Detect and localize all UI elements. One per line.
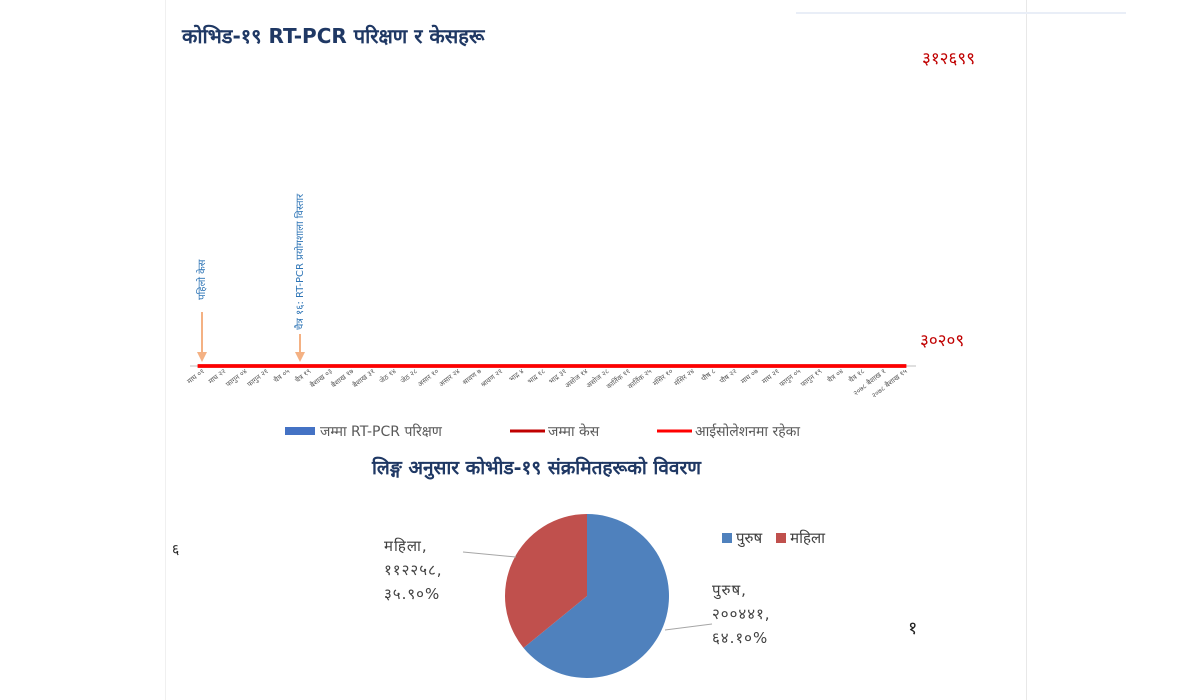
pie-label-female: महिला, ११२२५८, ३५.९०%	[384, 534, 443, 606]
x-tick-label: माघ ०१	[186, 367, 206, 385]
legend-label-isolation: आईसोलेशनमा रहेका	[695, 423, 800, 440]
x-tick-label: फागुन २१	[246, 367, 270, 388]
pie-legend-item-female: महिला	[776, 528, 825, 548]
isolation-end-label: ३०२०९	[920, 331, 964, 351]
male-percent: ६४.१०%	[712, 629, 769, 647]
x-tick-label: श्रावण २१	[479, 367, 504, 389]
pie-legend-label-male: पुरुष	[736, 529, 763, 547]
female-percent: ३५.९०%	[384, 585, 441, 603]
x-tick-label: चैत्र ०५	[272, 366, 292, 384]
male-name: पुरुष,	[712, 581, 747, 599]
pie-legend: पुरुष महिला	[722, 528, 825, 548]
x-tick-label: फागुन ०४	[224, 367, 249, 389]
chart-legend: जम्मा RT-PCR परिक्षण जम्मा केस आईसोलेशनम…	[285, 423, 800, 440]
x-tick-label: जेठ १४	[377, 366, 398, 385]
legend-label-total-cases: जम्मा केस	[548, 423, 600, 440]
legend-swatch-tests	[285, 427, 315, 435]
x-tick-label: पौष २२	[718, 366, 739, 385]
total-cases-end-label: ३१२६९९	[922, 49, 975, 69]
x-tick-label: माघ ०७	[739, 367, 760, 386]
x-tick-label: पौष ८	[699, 366, 717, 383]
pie-legend-swatch-male	[722, 533, 732, 543]
combo-chart: माघ ०१ माघ २२फागुन ०४फागुन २१ चैत्र ०५ चैत्…	[186, 49, 975, 440]
x-tick-label: असार २४	[438, 367, 462, 388]
x-tick-label: भाद्र ४	[508, 367, 526, 384]
female-name: महिला,	[384, 537, 428, 555]
x-tick-label: बैशाख ३१	[351, 366, 377, 389]
x-tick-label: चैत्र ०४	[825, 366, 845, 384]
lab-expansion-annotation: चैत्र १६: RT-PCR प्रयोगशाला विस्तार	[294, 193, 306, 330]
slide-number: १	[908, 618, 918, 639]
lab-expansion-arrowhead	[295, 352, 305, 362]
stray-mark: ६	[172, 542, 180, 558]
first-case-annotation: पहिलो केस	[196, 259, 208, 300]
divider	[796, 12, 1126, 14]
male-count: २००४४१,	[712, 605, 771, 623]
x-tick-label: मंसिर २४	[672, 366, 696, 388]
x-tick-label: बैशाख १७	[329, 366, 355, 389]
pie-legend-item-male: पुरुष	[722, 528, 762, 548]
legend-label-tests: जम्मा RT-PCR परिक्षण	[320, 423, 443, 440]
x-tick-label: भाद्र १८	[526, 367, 547, 386]
x-tick-label: कार्तिक २५	[626, 366, 654, 390]
x-tick-label: असोज १४	[563, 366, 590, 390]
x-tick-label: असार १०	[416, 367, 440, 388]
pie-legend-swatch-female	[776, 533, 787, 543]
x-tick-label: बैशाख ०३	[308, 366, 334, 389]
pie-label-male: पुरुष, २००४४१, ६४.१०%	[712, 578, 771, 650]
pie-legend-label-female: महिला	[790, 529, 826, 547]
x-tick-label: २०७८ बैशाख १५	[870, 366, 909, 400]
x-tick-label: फागुन १९	[799, 367, 824, 389]
chart-title: कोभिड-१९ RT-PCR परिक्षण र केसहरू	[182, 24, 485, 48]
female-count: ११२२५८,	[384, 561, 443, 579]
first-case-arrowhead	[197, 352, 207, 362]
x-tick-label: फागुन ०५	[778, 367, 803, 389]
x-tick-labels: माघ ०१ माघ २२फागुन ०४फागुन २१ चैत्र ०५ चैत्…	[186, 366, 909, 400]
x-tick-label: मंसिर १०	[651, 366, 675, 388]
pie-chart-title: लिङ्ग अनुसार कोभीड-१९ संक्रमितहरूको विवर…	[372, 457, 701, 479]
